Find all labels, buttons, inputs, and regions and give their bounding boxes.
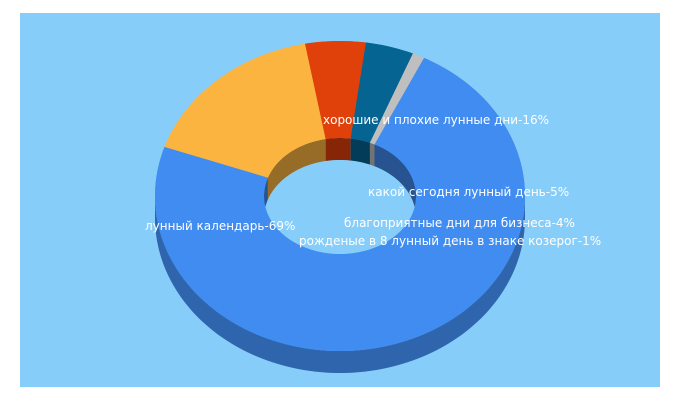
slice-inner-wall-3-0 bbox=[350, 138, 370, 165]
slice-top-overlay-1 bbox=[164, 43, 326, 178]
slice-inner-wall-4-0 bbox=[369, 142, 375, 167]
label-business-days: благоприятные дни для бизнеса-4% bbox=[344, 216, 575, 230]
slice-labels: лунный календарь-69% хорошие и плохие лу… bbox=[145, 113, 601, 248]
slice-top-overlay-4 bbox=[369, 53, 424, 145]
slice-inner-wall-0-0 bbox=[374, 144, 416, 218]
slice-inner-wall-2-0 bbox=[325, 138, 351, 162]
donut-top-faces bbox=[155, 41, 525, 351]
label-born-8th-day: рожденые в 8 лунный день в знаке козерог… bbox=[299, 234, 601, 248]
label-good-bad-days: хорошие и плохие лунные дни-16% bbox=[323, 113, 549, 127]
slice-top-overlay-0 bbox=[155, 57, 525, 351]
label-lunar-day-today: какой сегодня лунный день-5% bbox=[368, 185, 569, 199]
slice-top-overlay-3 bbox=[350, 42, 413, 143]
slice-top-overlay-2 bbox=[305, 41, 366, 140]
slice-inner-wall-1-0 bbox=[267, 139, 326, 200]
label-lunar-calendar: лунный календарь-69% bbox=[145, 219, 295, 233]
